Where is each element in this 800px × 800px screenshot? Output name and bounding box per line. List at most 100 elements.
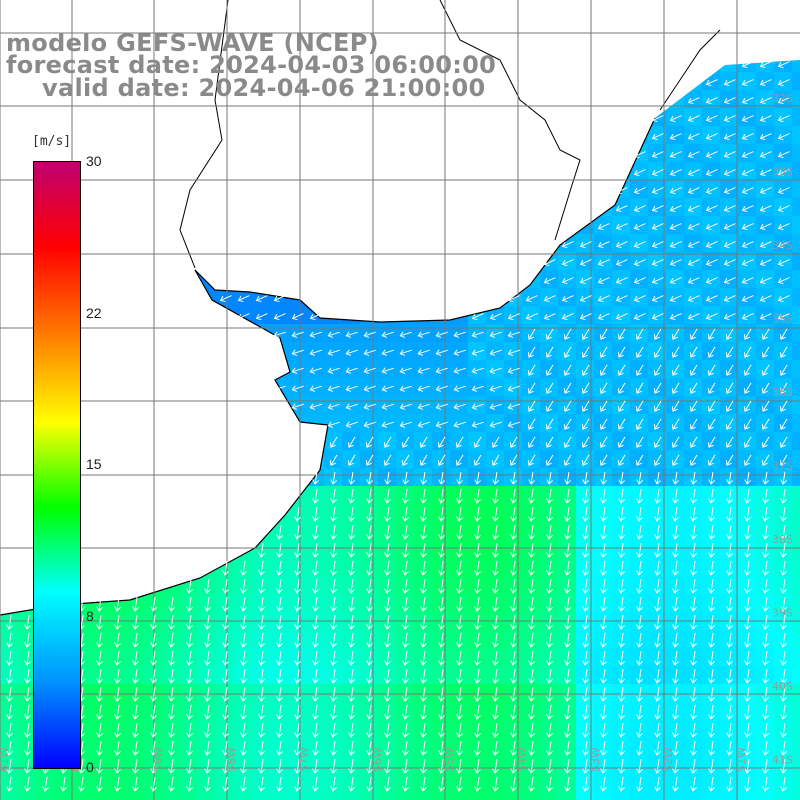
wind-arrow (761, 346, 770, 358)
wind-arrow (435, 385, 448, 392)
wind-arrow (761, 328, 770, 340)
wind-arrow (114, 723, 121, 738)
wind-arrow (600, 741, 607, 756)
wind-arrow (599, 364, 608, 376)
wind-cell (414, 486, 433, 505)
wind-arrow (690, 525, 697, 540)
wind-cell (522, 504, 541, 523)
wind-arrow (384, 597, 391, 612)
wind-cell (540, 540, 559, 559)
wind-arrow (743, 382, 752, 394)
wind-arrow (527, 364, 536, 376)
wind-cell (630, 360, 649, 379)
wind-arrow (687, 277, 700, 285)
wind-arrow (168, 723, 175, 738)
wind-cell (378, 630, 397, 649)
wind-arrow (312, 759, 319, 774)
wind-cell (108, 756, 127, 775)
wind-cell (504, 324, 523, 343)
wind-arrow (597, 241, 610, 249)
wind-cell (774, 504, 793, 523)
wind-cell (504, 432, 523, 451)
wind-cell (468, 594, 487, 613)
wind-cell (396, 360, 415, 379)
wind-arrow (240, 741, 247, 756)
wind-cell (756, 90, 775, 109)
wind-cell (738, 360, 757, 379)
wind-arrow (633, 169, 646, 177)
wind-arrow (348, 741, 355, 756)
wind-cell (288, 522, 307, 541)
wind-arrow (312, 525, 319, 540)
wind-cell (468, 414, 487, 433)
wind-arrow (437, 454, 446, 466)
wind-cell (36, 792, 55, 800)
wind-cell (684, 738, 703, 757)
wind-cell (522, 324, 541, 343)
wind-arrow (779, 364, 788, 376)
wind-arrow (204, 705, 211, 720)
wind-arrow (399, 421, 412, 428)
wind-arrow (384, 759, 391, 774)
wind-cell (792, 468, 800, 487)
wind-cell (378, 792, 397, 800)
wind-cell (792, 396, 800, 415)
wind-arrow (438, 633, 445, 648)
wind-cell (594, 270, 613, 289)
wind-cell (774, 486, 793, 505)
wind-arrow (582, 507, 589, 522)
wind-cell (486, 648, 505, 667)
wind-arrow (759, 205, 772, 213)
wind-arrow (618, 705, 625, 720)
wind-arrow (312, 489, 319, 504)
wind-cell (486, 738, 505, 757)
wind-cell (666, 306, 685, 325)
wind-arrow (492, 561, 499, 576)
wind-cell (360, 702, 379, 721)
wind-arrow (186, 705, 193, 720)
wind-arrow (741, 205, 754, 213)
wind-arrow (744, 759, 751, 774)
wind-cell (792, 216, 800, 235)
wind-cell (414, 396, 433, 415)
wind-cell (774, 414, 793, 433)
wind-cell (432, 378, 451, 397)
wind-cell (738, 594, 757, 613)
wind-arrow (330, 525, 337, 540)
wind-cell (234, 756, 253, 775)
wind-arrow (689, 364, 698, 376)
wind-cell (342, 558, 361, 577)
wind-cell (468, 486, 487, 505)
wind-cell (630, 774, 649, 793)
wind-cell (594, 558, 613, 577)
wind-cell (396, 324, 415, 343)
wind-cell (792, 792, 800, 800)
wind-cell (522, 288, 541, 307)
wind-cell (234, 774, 253, 793)
wind-arrow (222, 705, 229, 720)
wind-arrow (669, 313, 682, 321)
wind-cell (360, 594, 379, 613)
wind-cell (630, 756, 649, 775)
wind-arrow (527, 346, 536, 358)
wind-cell (558, 468, 577, 487)
wind-cell (774, 270, 793, 289)
wind-arrow (438, 705, 445, 720)
wind-arrow (527, 436, 536, 448)
wind-arrow (6, 777, 13, 792)
wind-arrow (705, 295, 718, 303)
wind-cell (450, 396, 469, 415)
wind-arrow (726, 489, 733, 504)
wind-cell (288, 306, 307, 325)
wind-arrow (309, 403, 322, 410)
wind-cell (738, 738, 757, 757)
wind-cell (522, 396, 541, 415)
wind-cell (648, 486, 667, 505)
wind-cell (216, 630, 235, 649)
wind-cell (288, 720, 307, 739)
wind-arrow (455, 436, 464, 448)
wind-arrow (438, 597, 445, 612)
wind-arrow (510, 525, 517, 540)
wind-cell (792, 162, 800, 181)
wind-arrow (489, 403, 502, 410)
